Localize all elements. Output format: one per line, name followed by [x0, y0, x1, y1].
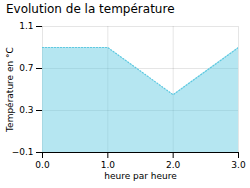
svg-text:0.0: 0.0	[35, 160, 50, 170]
svg-text:0.3: 0.3	[19, 105, 33, 115]
svg-text:0.7: 0.7	[19, 63, 33, 73]
svg-text:1.1: 1.1	[19, 21, 33, 31]
svg-text:−0.1: −0.1	[12, 147, 34, 157]
svg-text:1.0: 1.0	[101, 160, 116, 170]
svg-text:heure par heure: heure par heure	[104, 171, 177, 181]
svg-text:3.0: 3.0	[231, 160, 246, 170]
html-text:Evolution de la température: Evolution de la température	[6, 2, 175, 16]
svg-text:2.0: 2.0	[166, 160, 181, 170]
svg-text:Température en °C: Température en °C	[5, 47, 15, 133]
